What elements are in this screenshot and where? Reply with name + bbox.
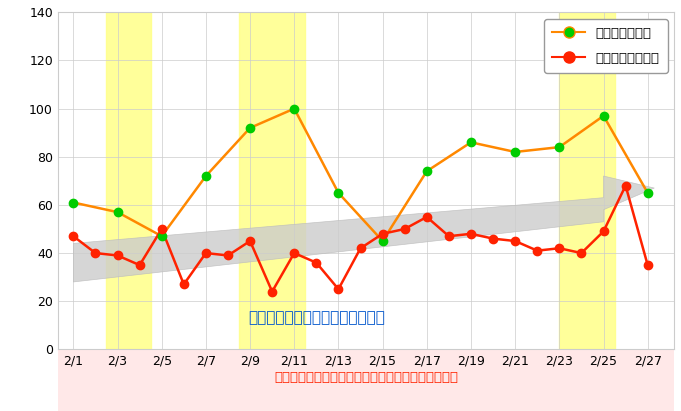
Polygon shape xyxy=(74,176,654,282)
Bar xyxy=(239,12,305,349)
Bar xyxy=(559,12,614,349)
Bar xyxy=(106,12,151,349)
Legend: ディズニーシー, ディズニーランド: ディズニーシー, ディズニーランド xyxy=(544,19,667,73)
X-axis label: アナとエルサのフローズンファンタジー（ランド）: アナとエルサのフローズンファンタジー（ランド） xyxy=(274,372,458,384)
Text: 前半は閉散期、後半からやや混雑: 前半は閉散期、後半からやや混雑 xyxy=(248,311,385,326)
